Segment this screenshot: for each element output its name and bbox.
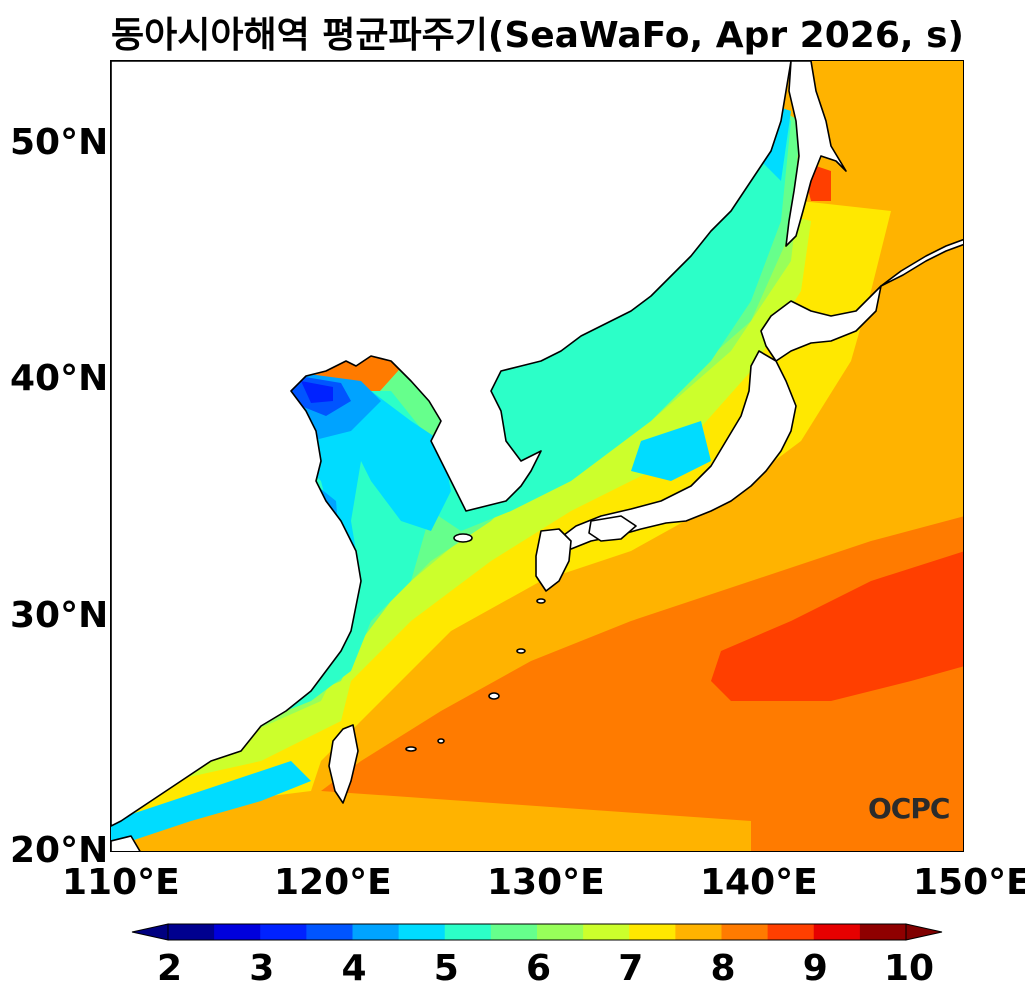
colorbar-segment xyxy=(214,924,261,940)
land-kurils xyxy=(880,238,963,287)
colorbar-segment xyxy=(629,924,676,940)
colorbar-segment xyxy=(859,924,907,940)
land-hainan xyxy=(111,835,141,851)
colorbar-segment xyxy=(398,924,446,940)
colorbar-tick-label: 4 xyxy=(341,948,367,989)
colorbar-tick-label: 2 xyxy=(157,948,183,989)
colorbar-segment xyxy=(537,924,584,940)
ocpc-logo: OCPC xyxy=(868,792,950,825)
land-hokkaido xyxy=(760,285,882,362)
lon-label-130e: 130°E xyxy=(487,862,605,903)
contour-3.5-4-bohai xyxy=(301,381,333,403)
colorbar-segment xyxy=(352,924,400,940)
lon-label-150e: 150°E xyxy=(913,862,1025,903)
land-asia-mainland xyxy=(111,61,792,827)
contour-5-5.5-south-china xyxy=(111,761,311,846)
colorbar-outline xyxy=(167,923,907,941)
colorbar-tick-label: 9 xyxy=(802,948,828,989)
lat-label-20n: 20°N xyxy=(10,830,109,871)
colorbar-segment xyxy=(260,924,307,940)
colorbar-tick-label: 7 xyxy=(618,948,644,989)
contour-5-5.5 xyxy=(291,391,451,641)
colorbar-min-extend xyxy=(131,923,169,941)
map-frame xyxy=(110,60,964,852)
lon-label-110e: 110°E xyxy=(62,862,180,903)
lon-label-140e: 140°E xyxy=(700,862,818,903)
colorbar-segment xyxy=(444,924,492,940)
colorbar-segment xyxy=(813,924,861,940)
colorbar-segment xyxy=(721,924,769,940)
map-title: 동아시아해역 평균파주기(SeaWaFo, Apr 2026, s) xyxy=(111,15,964,56)
land-kyushu xyxy=(535,528,572,592)
land-ryukyu-4 xyxy=(405,746,417,752)
land-shikoku xyxy=(588,515,637,542)
land-jeju xyxy=(453,533,473,543)
colorbar-tick-label: 5 xyxy=(433,948,459,989)
colorbar-segment xyxy=(306,924,353,940)
lat-label-40n: 40°N xyxy=(10,358,109,399)
colorbar-segment xyxy=(583,924,630,940)
colorbar-tick-label: 8 xyxy=(710,948,736,989)
colorbar-tick-label: 3 xyxy=(249,948,275,989)
land-ryukyu-2 xyxy=(516,648,526,654)
lat-label-50n: 50°N xyxy=(10,122,109,163)
wave-period-map xyxy=(111,61,963,851)
contour-8.5-9 xyxy=(711,551,963,701)
colorbar-max-extend xyxy=(905,923,943,941)
lon-label-120e: 120°E xyxy=(274,862,392,903)
colorbar-segment xyxy=(767,924,815,940)
lat-label-30n: 30°N xyxy=(10,595,109,636)
land-ryukyu-1 xyxy=(536,598,546,604)
land-taiwan xyxy=(328,724,359,804)
land-group xyxy=(111,61,963,851)
land-sakhalin xyxy=(785,61,847,247)
land-ryukyu-5 xyxy=(437,738,445,744)
colorbar-tick-label: 10 xyxy=(884,948,935,989)
colorbar-tick-label: 6 xyxy=(526,948,552,989)
colorbar-segment xyxy=(675,924,722,940)
colorbar-segment xyxy=(168,924,215,940)
contour-5-5.5-eastsea xyxy=(631,421,711,481)
land-ryukyu-3 xyxy=(488,692,500,700)
colorbar-segment xyxy=(490,924,538,940)
